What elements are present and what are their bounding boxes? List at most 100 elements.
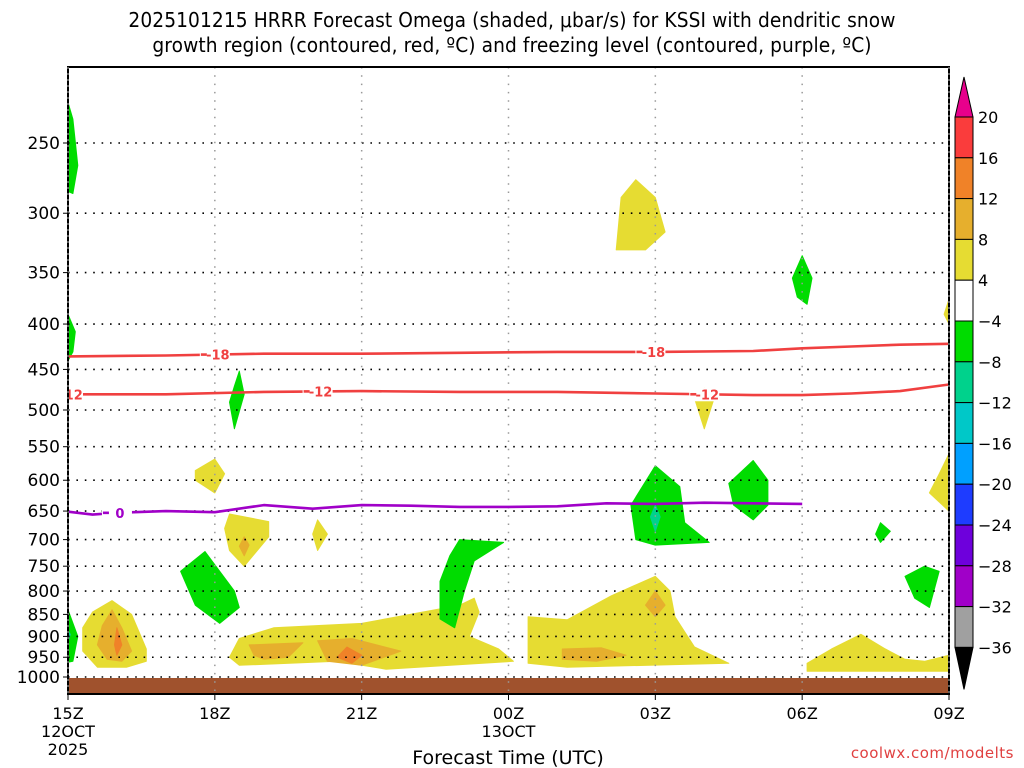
colorbar-label: 12	[978, 190, 998, 209]
y-tick-label: 750	[28, 557, 60, 577]
x-tick-year-label: 2025	[48, 740, 89, 759]
colorbar-label: −24	[978, 516, 1012, 535]
y-tick-label: 800	[28, 582, 60, 602]
x-tick-label: 00Z	[493, 704, 524, 723]
colorbar-box	[954, 238, 974, 281]
colorbar-label: −4	[978, 312, 1002, 331]
omega-region	[68, 608, 79, 663]
omega-shading	[68, 101, 949, 672]
colorbar-box	[954, 157, 974, 200]
colorbar-box	[954, 524, 974, 567]
contour-label-bg	[68, 387, 83, 402]
omega-region	[645, 590, 666, 618]
x-tick-label: 18Z	[199, 704, 230, 723]
y-axis-ticks: 250 300 350 400 450 500 550 600 650 700 750 800 8509…	[17, 134, 68, 688]
y-tick-label: 250	[28, 134, 60, 154]
x-tick-label: 15Z	[52, 704, 83, 723]
colorbar-box	[954, 442, 974, 485]
colorbar-label: −20	[978, 475, 1012, 494]
colorbar-box	[954, 198, 974, 240]
omega-region	[180, 551, 240, 624]
colorbar-top-arrow	[954, 76, 974, 118]
contour-label: -12	[59, 388, 83, 403]
x-tick-label: 03Z	[640, 704, 671, 723]
omega-region	[904, 565, 940, 608]
colorbar-label: 8	[978, 230, 988, 249]
colorbar-box	[954, 483, 974, 526]
x-axis-label: Forecast Time (UTC)	[412, 747, 603, 768]
omega-region	[649, 504, 661, 532]
omega-region	[791, 255, 813, 305]
y-tick-label: 650	[28, 502, 60, 522]
y-tick-label: 450	[28, 360, 60, 380]
colorbar-label: −36	[978, 638, 1012, 657]
contour-line	[68, 383, 949, 397]
omega-region	[806, 633, 949, 672]
contour-line	[68, 342, 949, 358]
omega-region	[229, 370, 245, 430]
y-tick-label: 850	[28, 605, 60, 625]
colorbar-label: 4	[978, 271, 988, 290]
x-tick-date-label: 13OCT	[482, 722, 536, 741]
omega-region	[928, 453, 949, 512]
omega-region	[875, 522, 891, 543]
contour-line	[68, 501, 803, 516]
colorbar-label: 20	[978, 108, 998, 127]
y-tick-label: 600	[28, 471, 60, 491]
contour-label: -12	[696, 388, 720, 403]
colorbar: 20 16 12 8 4 −4 −8 −12 −16 −20 −24 −28 −32 −36	[954, 76, 1012, 690]
y-tick-label: 550	[28, 438, 60, 458]
watermark-link[interactable]: coolwx.com/modelts	[850, 744, 1014, 762]
omega-region	[238, 536, 250, 557]
colorbar-label: −12	[978, 394, 1012, 413]
contour-label-bg	[101, 505, 132, 520]
colorbar-box	[954, 606, 974, 648]
contour-label: -18	[642, 346, 666, 361]
omega-region	[194, 458, 226, 494]
contour-label-bg	[635, 344, 666, 359]
omega-region	[68, 313, 76, 362]
y-tick-label: 500	[28, 401, 60, 421]
omega-region	[615, 179, 666, 251]
x-tick-label: 09Z	[933, 704, 964, 723]
omega-region	[68, 101, 79, 194]
omega-region	[114, 627, 123, 656]
x-tick-date-label: 12OCT	[41, 722, 95, 741]
colorbar-label: 16	[978, 149, 998, 168]
y-tick-label: 700	[28, 531, 60, 551]
y-tick-label: 1000	[17, 668, 60, 688]
colorbar-bottom-arrow	[954, 646, 974, 690]
contour-label-bg	[199, 347, 230, 362]
chart-title-line-1: 2025101215 HRRR Forecast Omega (shaded, …	[128, 8, 896, 32]
colorbar-box	[954, 361, 974, 404]
omega-region	[630, 465, 710, 546]
colorbar-box	[954, 320, 974, 363]
y-tick-label: 400	[28, 315, 60, 335]
ground-bar	[68, 678, 949, 694]
omega-region	[728, 460, 769, 521]
y-tick-label: 350	[28, 264, 60, 284]
x-tick-label: 06Z	[787, 704, 818, 723]
contour-label: 0	[115, 507, 124, 522]
omega-region	[312, 519, 328, 551]
omega-region	[248, 642, 304, 660]
colorbar-label: −32	[978, 598, 1012, 617]
omega-region	[943, 298, 949, 325]
contour-label: -12	[309, 385, 333, 400]
contour-label-bg	[302, 384, 333, 399]
colorbar-box	[954, 402, 974, 444]
contour-label: -18	[206, 349, 230, 364]
omega-region	[561, 647, 627, 662]
chart-title-line-2: growth region (contoured, red, ºC) and f…	[152, 33, 872, 57]
colorbar-label: −16	[978, 434, 1012, 453]
omega-region	[527, 575, 730, 668]
x-tick-label: 21Z	[346, 704, 377, 723]
contour-label-bg	[689, 387, 720, 402]
omega-region	[96, 609, 133, 662]
y-tick-label: 900	[28, 627, 60, 647]
colorbar-label: −8	[978, 353, 1002, 372]
y-tick-label: 300	[28, 204, 60, 224]
omega-region	[317, 638, 402, 666]
